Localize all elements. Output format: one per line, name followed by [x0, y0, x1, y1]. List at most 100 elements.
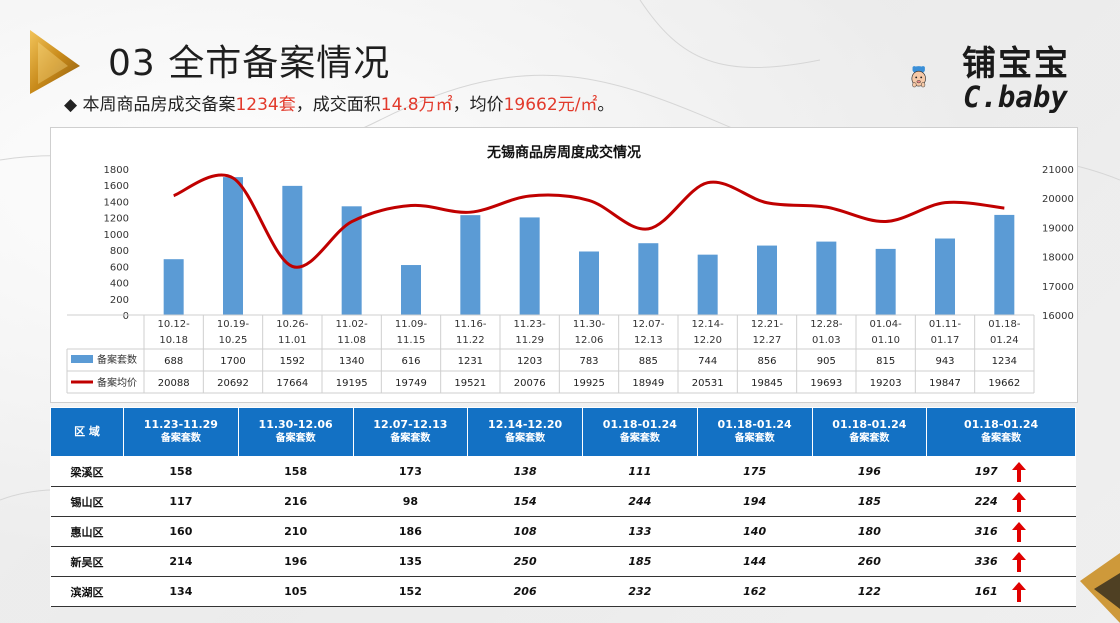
- x-tick-label: 10.26-: [276, 319, 309, 330]
- arrow-up-icon: [1011, 461, 1026, 482]
- x-tick-label: 01.03: [812, 335, 841, 346]
- period-header: 01.18-01.24 备案套数: [582, 407, 698, 457]
- data-table-value: 1700: [220, 356, 245, 367]
- cell-value: 197: [974, 464, 998, 478]
- cell-value: 144: [743, 555, 767, 568]
- summary-part: 19662元/㎡: [503, 95, 598, 115]
- x-tick-label: 11.02-: [336, 319, 369, 330]
- table-body: 梁溪区 158 158 173 138 111 175 196 197 锡山区 117 216 98 15…: [50, 456, 1076, 607]
- value-cell: 134: [123, 576, 239, 607]
- cell-value: 196: [284, 555, 308, 568]
- data-table-value: 19521: [454, 378, 486, 389]
- cell-value: 180: [857, 525, 881, 538]
- corner-decoration: [1080, 553, 1120, 623]
- period-header: 01.18-01.24 备案套数: [811, 407, 928, 457]
- value-cell: 135: [353, 546, 468, 577]
- value-cell: 144: [697, 546, 812, 577]
- data-table-value: 744: [698, 356, 717, 367]
- period-label: 01.18-01.24: [602, 418, 677, 431]
- table-row: 锡山区 117 216 98 154 244 194 185 224: [50, 486, 1076, 517]
- data-table-value: 20531: [692, 378, 724, 389]
- cell-value: 214: [169, 555, 193, 568]
- cell-value: 336: [974, 554, 998, 568]
- value-cell: 196: [812, 456, 927, 487]
- cell-value: 134: [169, 585, 193, 598]
- y-left-tick-label: 1800: [104, 165, 129, 176]
- x-tick-label: 12.20: [693, 335, 722, 346]
- period-header: 01.18-01.24 备案套数: [926, 407, 1076, 457]
- value-cell: 138: [467, 456, 583, 487]
- value-cell: 98: [353, 486, 468, 517]
- x-tick-label: 11.30-: [573, 319, 606, 330]
- table-row: 惠山区 160 210 186 108 133 140 180 316: [50, 516, 1076, 547]
- value-cell: 244: [582, 486, 698, 517]
- value-cell: 185: [812, 486, 927, 517]
- x-tick-label: 11.08: [337, 335, 366, 346]
- value-cell: 160: [123, 516, 239, 547]
- summary-line: ◆ 本周商品房成交备案1234套，成交面积14.8万㎡，均价19662元/㎡。: [64, 90, 614, 115]
- y-right-tick-label: 17000: [1042, 282, 1074, 293]
- data-table-value: 19925: [573, 378, 605, 389]
- x-tick-label: 12.06: [575, 335, 604, 346]
- region-cell: 惠山区: [50, 516, 124, 547]
- table-row: 新吴区 214 196 135 250 185 144 260 336: [50, 546, 1076, 577]
- value-cell: 224: [926, 486, 1076, 517]
- data-table-value: 943: [935, 356, 954, 367]
- data-table-value: 1203: [517, 356, 542, 367]
- cell-value: 196: [857, 465, 881, 478]
- cell-value: 161: [974, 584, 998, 598]
- x-tick-label: 12.14-: [692, 319, 725, 330]
- x-tick-label: 12.28-: [810, 319, 843, 330]
- value-cell: 250: [467, 546, 583, 577]
- x-tick-label: 01.10: [871, 335, 900, 346]
- value-cell: 175: [697, 456, 812, 487]
- weekly-sales-chart: 无锡商品房周度成交情况 0 200 400 600 800 1000 1200 1400 160…: [50, 127, 1078, 403]
- period-sub-label: 备案套数: [734, 433, 775, 444]
- chart-canvas: 0 200 400 600 800 1000 1200 1400 1600 1800 16000 17…: [66, 165, 1074, 394]
- value-cell: 108: [467, 516, 583, 547]
- cell-value: 185: [857, 495, 881, 508]
- cell-value: 216: [284, 495, 308, 508]
- cell-value: 244: [628, 495, 652, 508]
- data-table-value: 1234: [992, 356, 1017, 367]
- cell-value: 186: [398, 525, 422, 538]
- region-header: 区 域: [50, 407, 124, 457]
- bar: [163, 259, 184, 315]
- value-cell: 133: [582, 516, 698, 547]
- cell-value: 117: [169, 495, 193, 508]
- y-right-tick-label: 21000: [1042, 165, 1074, 176]
- value-cell: 158: [123, 456, 239, 487]
- bar: [875, 248, 896, 315]
- data-table-value: 1340: [339, 356, 364, 367]
- x-tick-label: 10.12-: [158, 319, 191, 330]
- summary-part: ，成交面积: [295, 95, 381, 115]
- data-table-value: 18949: [632, 378, 664, 389]
- data-table-value: 19749: [395, 378, 427, 389]
- x-tick-label: 12.27: [753, 335, 782, 346]
- value-cell: 206: [467, 576, 583, 607]
- x-tick-label: 11.16-: [454, 319, 487, 330]
- value-cell: 152: [353, 576, 468, 607]
- x-tick-label: 10.25: [219, 335, 248, 346]
- y-left-tick-label: 800: [110, 246, 129, 257]
- data-table-value: 885: [639, 356, 658, 367]
- value-cell: 210: [238, 516, 353, 547]
- chart-title: 无锡商品房周度成交情况: [487, 145, 641, 161]
- data-table-value: 19203: [870, 378, 902, 389]
- data-table-value: 20088: [158, 378, 190, 389]
- y-right-tick-label: 18000: [1042, 253, 1074, 264]
- region-cell: 梁溪区: [50, 456, 124, 487]
- period-label: 11.30-12.06: [258, 418, 333, 431]
- period-header: 12.14-12.20 备案套数: [467, 407, 583, 457]
- period-sub-label: 备案套数: [390, 433, 431, 444]
- value-cell: 214: [123, 546, 239, 577]
- period-sub-label: 备案套数: [849, 433, 890, 444]
- y-left-tick-label: 1000: [104, 230, 129, 241]
- data-table-value: 19195: [336, 378, 368, 389]
- legend-label: 备案均价: [97, 376, 137, 389]
- x-tick-label: 11.29: [515, 335, 544, 346]
- cell-value: 98: [402, 495, 419, 508]
- value-cell: 158: [238, 456, 353, 487]
- cell-value: 140: [743, 525, 767, 538]
- arrow-up-icon: [1011, 581, 1026, 602]
